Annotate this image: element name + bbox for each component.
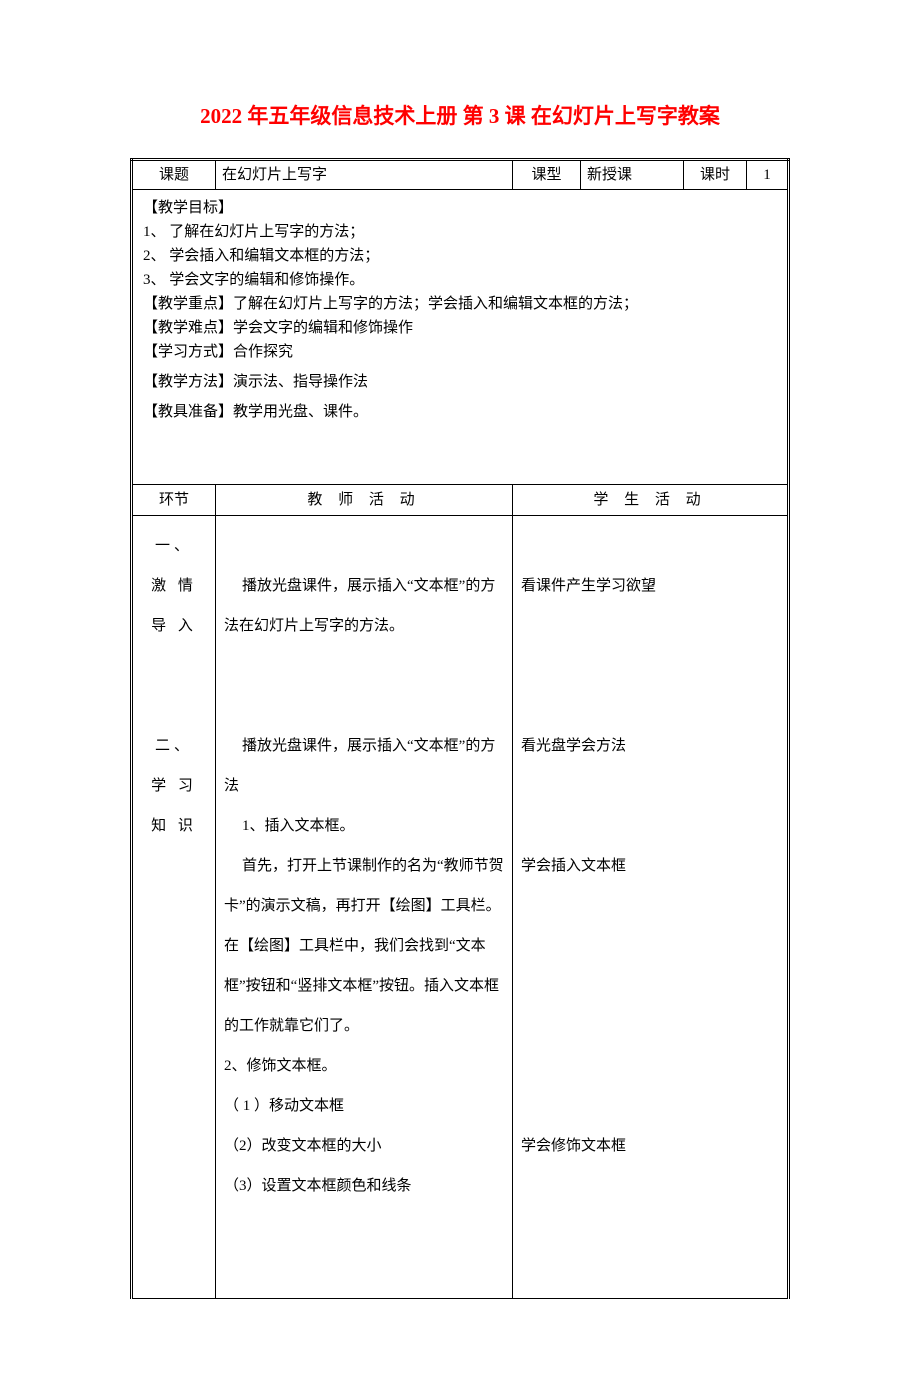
teacher-spacer-bottom (224, 1206, 504, 1246)
student-s3: 学会插入文本框 (521, 846, 779, 886)
teaching-focus: 【教学重点】了解在幻灯片上写字的方法；学会插入和编辑文本框的方法； (143, 292, 777, 316)
student-spacer-4 (521, 766, 779, 806)
student-s2: 看光盘学会方法 (521, 726, 779, 766)
goal-item-2: 2、 学会插入和编辑文本框的方法； (143, 244, 777, 268)
goal-item-3: 3、 学会文字的编辑和修饰操作。 (143, 268, 777, 292)
topic-label: 课题 (132, 160, 216, 190)
section-header-row: 环节 教 师 活 动 学 生 活 动 (132, 485, 789, 516)
goals-cell: 【教学目标】 1、 了解在幻灯片上写字的方法； 2、 学会插入和编辑文本框的方法… (132, 190, 789, 485)
topic-value: 在幻灯片上写字 (216, 160, 513, 190)
student-s4: 学会修饰文本框 (521, 1126, 779, 1166)
teacher-p3: 1、插入文本框。 (224, 806, 504, 846)
period-value: 1 (747, 160, 789, 190)
teacher-p5: 2、修饰文本框。 (224, 1046, 504, 1086)
teacher-p4: 首先，打开上节课制作的名为“教师节贺卡”的演示文稿，再打开【绘图】工具栏。在【绘… (224, 846, 504, 1046)
teacher-header: 教 师 活 动 (216, 485, 513, 516)
teacher-p7: （2）改变文本框的大小 (224, 1126, 504, 1166)
teacher-spacer-top (224, 526, 504, 566)
student-spacer-3 (521, 686, 779, 726)
teacher-spacer-mid (224, 646, 504, 686)
type-value: 新授课 (581, 160, 684, 190)
stage-two-num: 二、 (141, 726, 207, 766)
student-column: 看课件产生学习欲望 看光盘学会方法 学会插入文本框 学会修饰文本框 (513, 516, 789, 1299)
goals-heading: 【教学目标】 (143, 196, 777, 220)
activity-row: 一、 激 情 导 入 二、 学 习 知 识 播放光盘课件，展示插入“文本框”的方… (132, 516, 789, 1299)
stage-one-name1: 激 情 (141, 566, 207, 606)
stage-one-name2: 导 入 (141, 606, 207, 646)
stage-two-name1: 学 习 (141, 766, 207, 806)
student-spacer-9 (521, 1006, 779, 1046)
header-row: 课题 在幻灯片上写字 课型 新授课 课时 1 (132, 160, 789, 190)
student-spacer-7 (521, 926, 779, 966)
student-spacer-5 (521, 806, 779, 846)
stage-one-num: 一、 (141, 526, 207, 566)
teaching-materials: 【教具准备】教学用光盘、课件。 (143, 400, 777, 424)
goal-item-1: 1、 了解在幻灯片上写字的方法； (143, 220, 777, 244)
student-spacer-2 (521, 646, 779, 686)
teacher-spacer-mid2 (224, 686, 504, 726)
teacher-p6: （ 1 ）移动文本框 (224, 1086, 504, 1126)
stage-two-name2: 知 识 (141, 806, 207, 846)
learning-mode: 【学习方式】合作探究 (143, 340, 777, 364)
teacher-p1: 播放光盘课件，展示插入“文本框”的方法在幻灯片上写字的方法。 (224, 566, 504, 646)
student-spacer-6 (521, 886, 779, 926)
student-s1: 看课件产生学习欲望 (521, 566, 779, 606)
student-header: 学 生 活 动 (513, 485, 789, 516)
stage-column: 一、 激 情 导 入 二、 学 习 知 识 (132, 516, 216, 1299)
student-spacer-top (521, 526, 779, 566)
teacher-spacer-bottom2 (224, 1246, 504, 1286)
type-label: 课型 (513, 160, 581, 190)
lesson-plan-table: 课题 在幻灯片上写字 课型 新授课 课时 1 【教学目标】 1、 了解在幻灯片上… (130, 158, 790, 1299)
document-page: 2022 年五年级信息技术上册 第 3 课 在幻灯片上写字教案 课题 在幻灯片上… (0, 0, 920, 1399)
student-spacer-11 (521, 1086, 779, 1126)
stage-spacer-2 (141, 686, 207, 726)
teaching-method: 【教学方法】演示法、指导操作法 (143, 370, 777, 394)
stage-spacer-1 (141, 646, 207, 686)
teacher-column: 播放光盘课件，展示插入“文本框”的方法在幻灯片上写字的方法。 播放光盘课件，展示… (216, 516, 513, 1299)
student-spacer-8 (521, 966, 779, 1006)
period-label: 课时 (684, 160, 747, 190)
stage-header: 环节 (132, 485, 216, 516)
document-title: 2022 年五年级信息技术上册 第 3 课 在幻灯片上写字教案 (130, 100, 790, 130)
goals-row: 【教学目标】 1、 了解在幻灯片上写字的方法； 2、 学会插入和编辑文本框的方法… (132, 190, 789, 485)
student-spacer-1 (521, 606, 779, 646)
teacher-p2: 播放光盘课件，展示插入“文本框”的方法 (224, 726, 504, 806)
student-spacer-10 (521, 1046, 779, 1086)
teaching-difficulty: 【教学难点】学会文字的编辑和修饰操作 (143, 316, 777, 340)
teacher-p8: （3）设置文本框颜色和线条 (224, 1166, 504, 1206)
